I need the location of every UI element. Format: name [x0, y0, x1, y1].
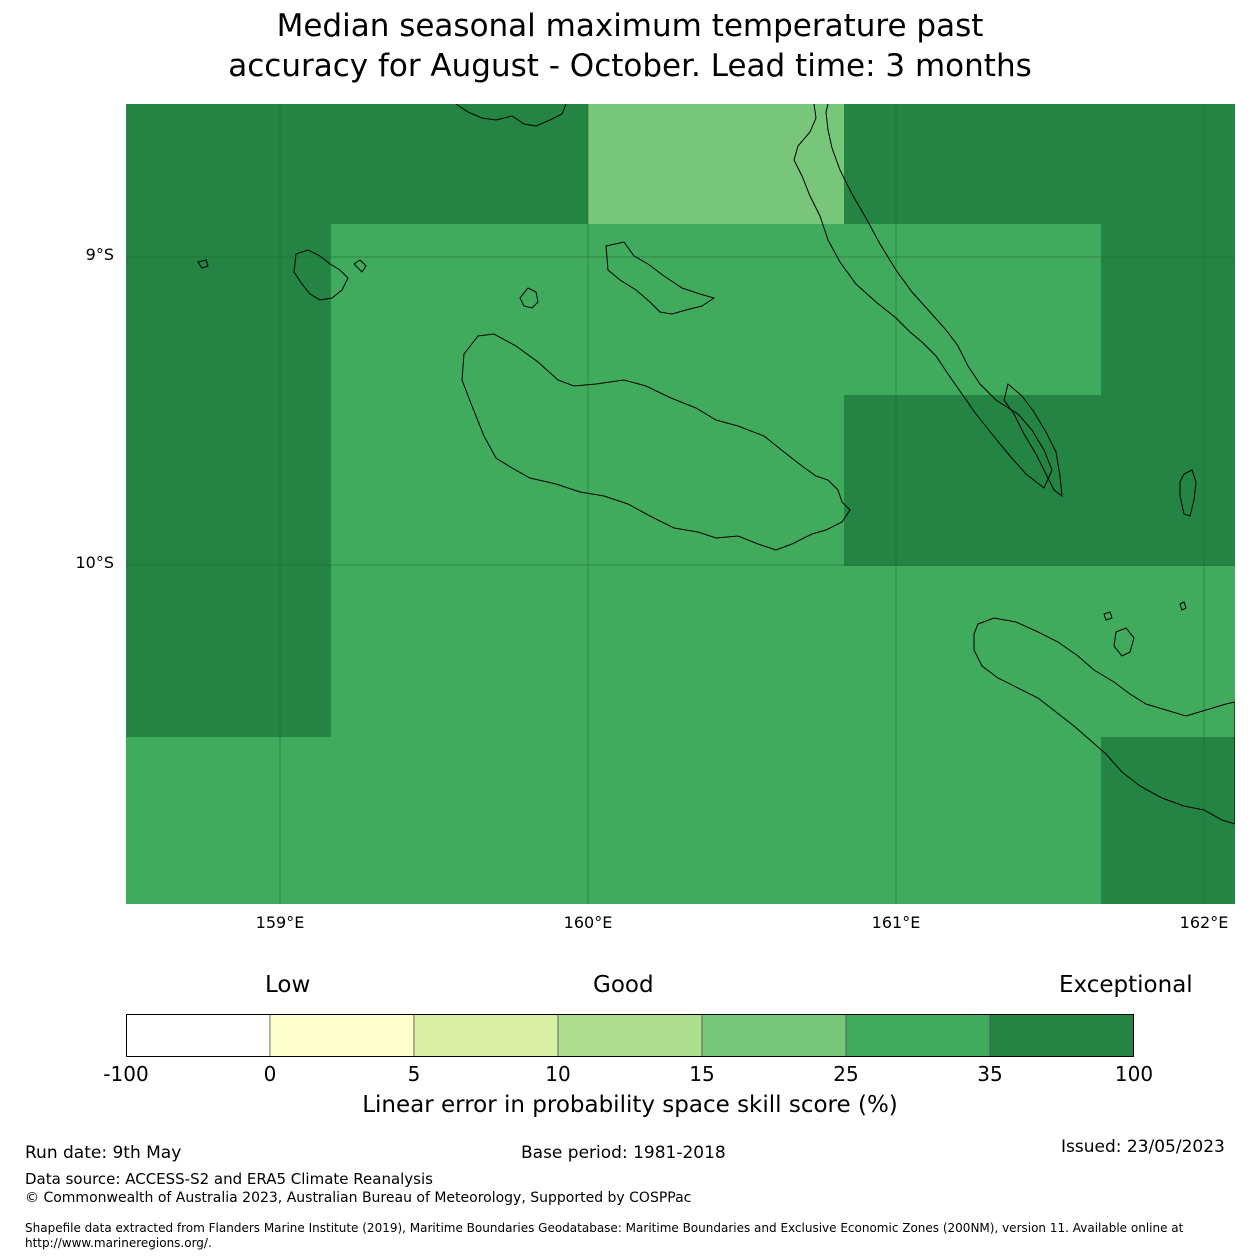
colorbar-tick: 0	[263, 1062, 277, 1086]
lon-label-161e: 161°E	[871, 913, 921, 932]
grid-cell-good	[588, 104, 844, 224]
colorbar-tick: -100	[103, 1062, 149, 1086]
colorbar-segment	[126, 1014, 271, 1057]
coastline-santa-isabel	[455, 104, 567, 127]
colorbar-tick: 10	[545, 1062, 571, 1086]
title-line-1: Median seasonal maximum temperature past	[276, 8, 984, 44]
colorbar-segment	[557, 1014, 703, 1057]
title-line-2: accuracy for August - October. Lead time…	[228, 48, 1032, 84]
shapefile-credit: Shapefile data extracted from Flanders M…	[25, 1221, 1245, 1251]
graticule	[126, 104, 1235, 904]
colorbar-category-good: Good	[593, 972, 654, 998]
coastline-guadalcanal	[461, 333, 851, 551]
colorbar-segment	[269, 1014, 415, 1057]
run-date: Run date: 9th May	[25, 1143, 182, 1163]
coastline-islet-c	[1103, 611, 1113, 621]
coastline-makira	[973, 617, 1235, 825]
lon-label-160e: 160°E	[563, 913, 613, 932]
data-source: Data source: ACCESS-S2 and ERA5 Climate …	[25, 1170, 433, 1188]
skill-map	[126, 104, 1235, 904]
colorbar	[126, 1014, 1134, 1057]
coastline-malaita	[793, 104, 1053, 489]
colorbar-segment	[845, 1014, 991, 1057]
coastlines	[197, 104, 1235, 825]
colorbar-segment	[989, 1014, 1134, 1057]
colorbar-category-low: Low	[265, 972, 311, 998]
lat-label-9s: 9°S	[85, 245, 114, 264]
coastline-islet-a	[197, 259, 209, 269]
shapefile-credit-line-1: Shapefile data extracted from Flanders M…	[25, 1221, 1184, 1235]
coastline-ulawa	[1179, 469, 1197, 517]
lat-label-10s: 10°S	[75, 553, 114, 572]
colorbar-segment	[413, 1014, 559, 1057]
coastline-savo	[519, 287, 539, 309]
colorbar-tick: 25	[833, 1062, 859, 1086]
coastline-islet-b	[353, 259, 367, 273]
issued-date: Issued: 23/05/2023	[1061, 1137, 1225, 1157]
coastline-small-malaita	[1003, 383, 1063, 498]
coastline-islet-d	[1179, 601, 1187, 611]
coastline-russell	[293, 249, 349, 301]
grid-cell-exceptional	[1101, 224, 1235, 395]
colorbar-category-exceptional: Exceptional	[1059, 972, 1193, 998]
colorbar-segment	[701, 1014, 847, 1057]
map-canvas	[126, 104, 1235, 904]
chart-title: Median seasonal maximum temperature past…	[0, 6, 1260, 86]
base-period: Base period: 1981-2018	[521, 1143, 726, 1163]
colorbar-tick: 5	[407, 1062, 421, 1086]
colorbar-border	[126, 1014, 1134, 1057]
grid-cell-exceptional	[126, 104, 588, 224]
colorbar-tick: 15	[689, 1062, 715, 1086]
grid-cell-exceptional	[844, 395, 1235, 566]
coastline-nggela	[605, 241, 716, 315]
lon-label-162e: 162°E	[1179, 913, 1229, 932]
colorbar-tick: 35	[977, 1062, 1003, 1086]
grid-cell-exceptional	[1101, 737, 1235, 904]
grid-cell-exceptional	[844, 104, 1235, 224]
colorbar-tick: 100	[1114, 1062, 1154, 1086]
copyright: © Commonwealth of Australia 2023, Austra…	[25, 1190, 692, 1206]
colorbar-label: Linear error in probability space skill …	[362, 1092, 898, 1118]
grid-cell-exceptional	[126, 224, 331, 737]
coastline-ugi	[1113, 627, 1135, 657]
lon-label-159e: 159°E	[255, 913, 305, 932]
shapefile-credit-line-2: http://www.marineregions.org/.	[25, 1236, 212, 1250]
